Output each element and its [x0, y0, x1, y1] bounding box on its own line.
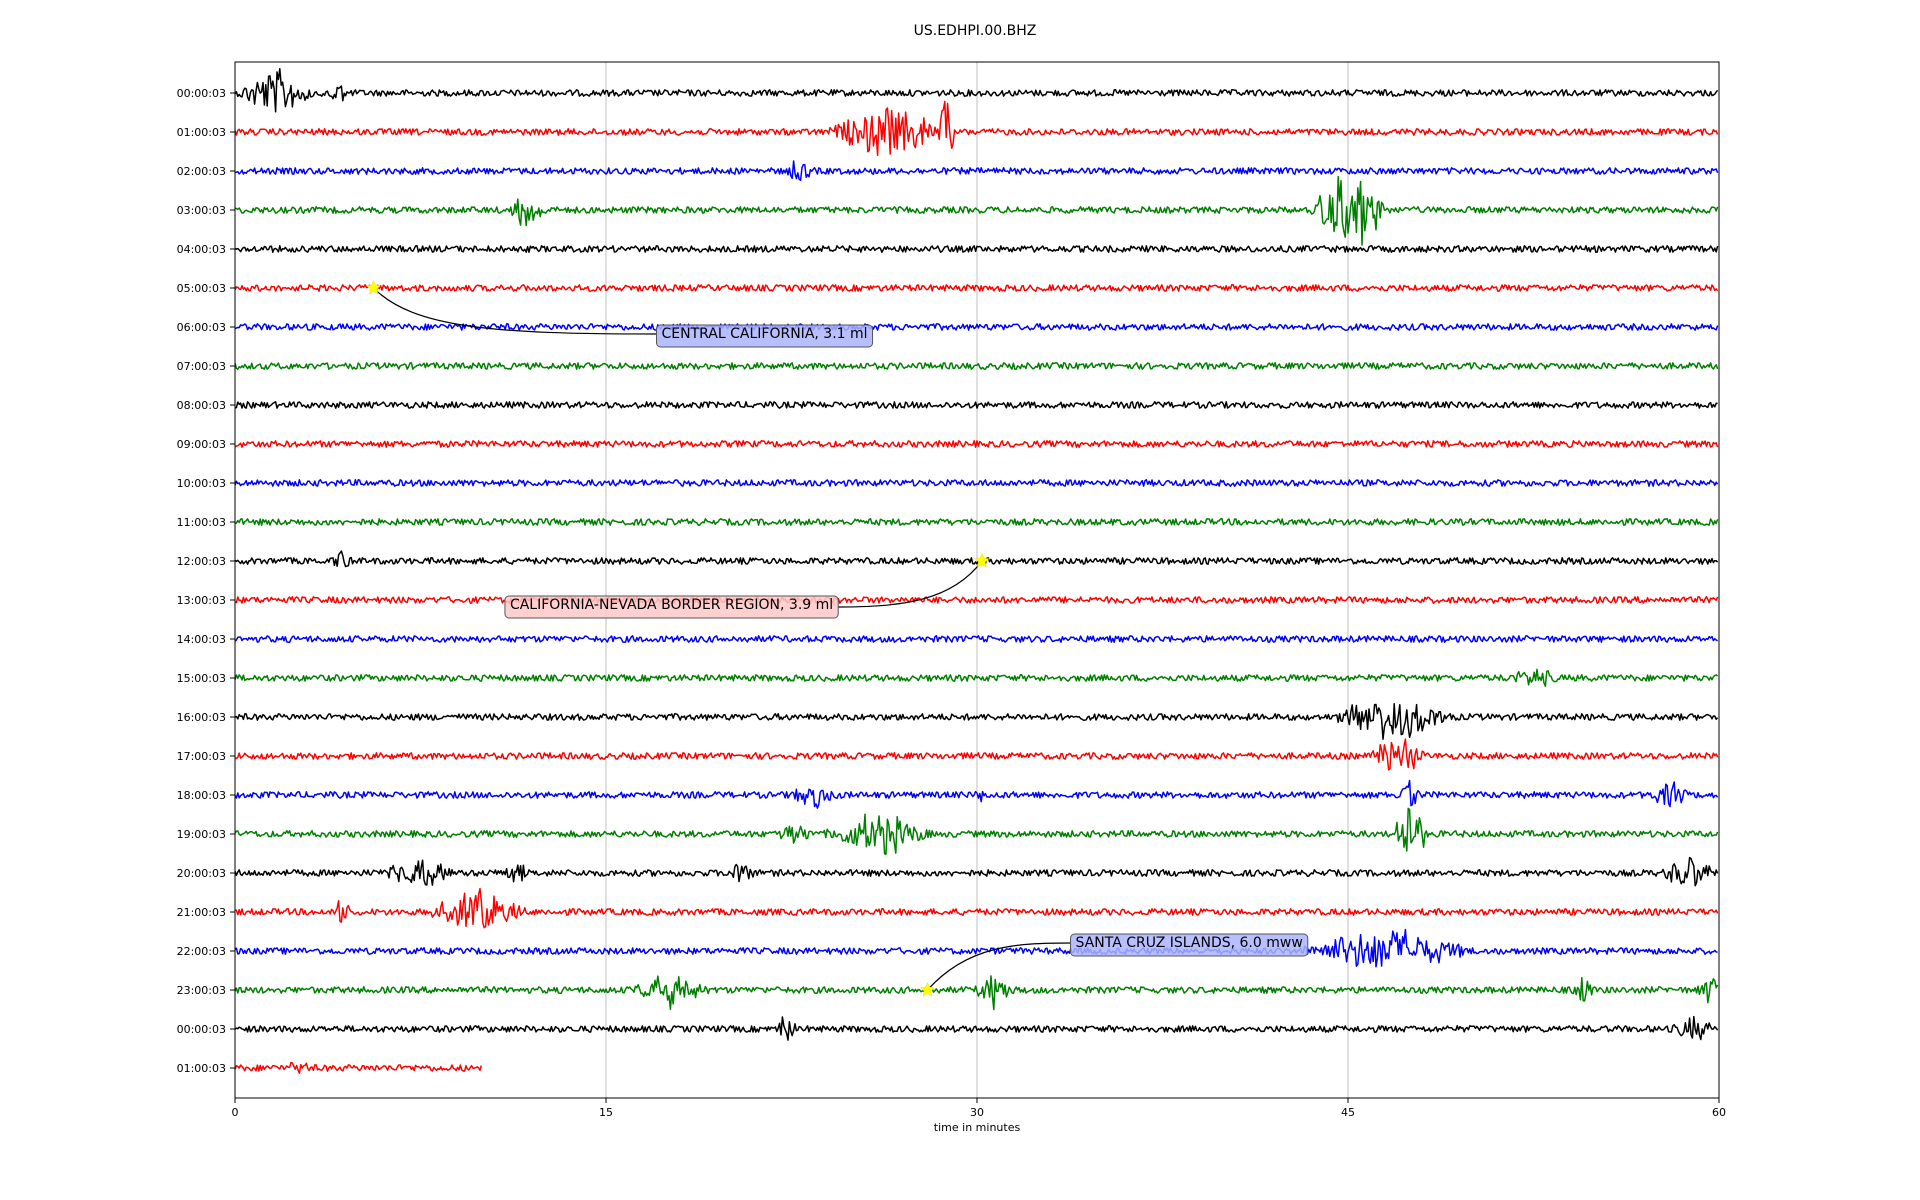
y-tick-label: 14:00:03 — [177, 633, 226, 646]
event-star-icon — [919, 981, 936, 997]
trace-line — [234, 550, 1719, 568]
trace-line — [234, 440, 1719, 448]
y-tick-label: 01:00:03 — [177, 1062, 226, 1075]
trace-line — [234, 668, 1719, 687]
trace-line — [234, 1061, 483, 1074]
y-tick-label: 23:00:03 — [177, 984, 226, 997]
trace-line — [234, 175, 1719, 246]
event-label-box — [656, 324, 874, 348]
event-annotation: SANTA CRUZ ISLANDS, 6.0 mww — [919, 933, 1309, 997]
trace-line — [234, 100, 1719, 157]
event-connector — [838, 560, 983, 608]
y-tick-label: 15:00:03 — [177, 672, 226, 685]
event-star-icon — [365, 279, 382, 295]
y-tick-label: 13:00:03 — [177, 594, 226, 607]
y-tick-label: 12:00:03 — [177, 555, 226, 568]
trace-line — [234, 975, 1719, 1011]
trace-line — [234, 856, 1719, 887]
x-tick-label: 15 — [599, 1106, 613, 1119]
y-tick-label: 22:00:03 — [177, 945, 226, 958]
trace-line — [234, 401, 1718, 409]
x-tick-label: 45 — [1341, 1106, 1355, 1119]
trace-line — [234, 702, 1719, 740]
y-tick-label: 17:00:03 — [177, 750, 226, 763]
event-connector — [373, 287, 657, 335]
trace-line — [234, 518, 1719, 526]
chart-title: US.EDHPI.00.BHZ — [914, 23, 1037, 39]
y-tick-labels: 00:00:03 01:00:03 02:00:03 03:00:03 04:00:03… — [177, 87, 235, 1075]
y-tick-label: 01:00:03 — [177, 126, 226, 139]
trace-line — [234, 68, 1719, 113]
event-label: SANTA CRUZ ISLANDS, 6.0 mww — [1076, 935, 1303, 951]
trace-line — [234, 635, 1719, 643]
y-tick-label: 05:00:03 — [177, 282, 226, 295]
y-tick-label: 00:00:03 — [177, 1023, 226, 1036]
event-annotation: CALIFORNIA-NEVADA BORDER REGION, 3.9 ml — [504, 552, 990, 619]
event-label: CENTRAL CALIFORNIA, 3.1 ml — [662, 326, 868, 342]
y-tick-label: 20:00:03 — [177, 867, 226, 880]
trace-line — [234, 479, 1719, 487]
event-annotations: CENTRAL CALIFORNIA, 3.1 ml CALIFORNIA-NEV… — [365, 279, 1309, 997]
trace-line — [234, 807, 1719, 855]
y-tick-label: 19:00:03 — [177, 828, 226, 841]
trace-line — [234, 245, 1719, 253]
x-tick-label: 60 — [1712, 1106, 1726, 1119]
y-tick-label: 06:00:03 — [177, 321, 226, 334]
event-label-box — [1070, 933, 1309, 957]
trace-line — [234, 1015, 1719, 1041]
y-tick-label: 16:00:03 — [177, 711, 226, 724]
event-label-box — [504, 595, 839, 619]
trace-line — [234, 323, 1719, 331]
y-tick-label: 02:00:03 — [177, 165, 226, 178]
x-axis-label: time in minutes — [934, 1121, 1021, 1134]
trace-line — [234, 887, 1719, 929]
event-star-icon — [974, 552, 990, 568]
y-tick-label: 08:00:03 — [177, 399, 226, 412]
x-tick-labels: 0 15 30 45 60 — [232, 1098, 1726, 1119]
seismic-traces — [234, 68, 1719, 1074]
y-tick-label: 09:00:03 — [177, 438, 226, 451]
y-tick-label: 04:00:03 — [177, 243, 226, 256]
y-tick-label: 21:00:03 — [177, 906, 226, 919]
grid-lines — [605, 62, 1349, 1098]
x-tick-label: 0 — [232, 1106, 239, 1119]
y-tick-label: 11:00:03 — [177, 516, 226, 529]
y-tick-label: 18:00:03 — [177, 789, 226, 802]
y-tick-label: 07:00:03 — [177, 360, 226, 373]
trace-line — [234, 362, 1719, 370]
trace-line — [234, 928, 1718, 968]
trace-line — [234, 738, 1719, 771]
y-tick-label: 00:00:03 — [177, 87, 226, 100]
y-tick-label: 10:00:03 — [177, 477, 226, 490]
event-connector — [927, 942, 1071, 991]
trace-line — [234, 596, 1719, 604]
trace-line — [234, 284, 1719, 292]
trace-line — [234, 779, 1719, 809]
x-tick-label: 30 — [970, 1106, 984, 1119]
event-label: CALIFORNIA-NEVADA BORDER REGION, 3.9 ml — [510, 597, 833, 613]
event-annotation: CENTRAL CALIFORNIA, 3.1 ml — [365, 279, 874, 348]
trace-line — [234, 160, 1719, 181]
y-tick-label: 03:00:03 — [177, 204, 226, 217]
